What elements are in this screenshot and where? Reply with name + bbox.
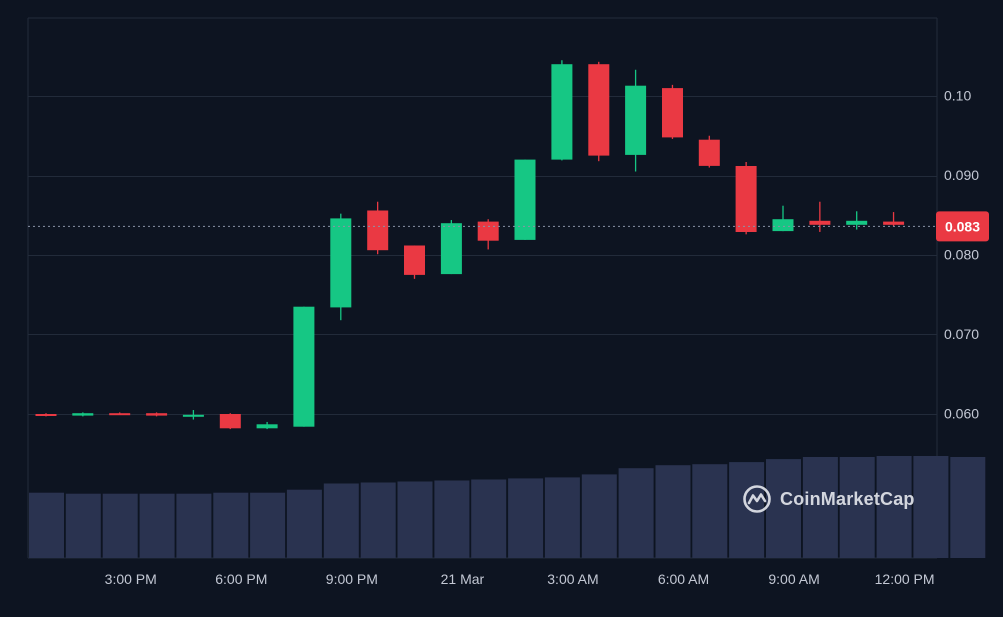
candle-body	[662, 88, 683, 138]
volume-bar	[29, 492, 64, 558]
candle-up	[846, 211, 868, 230]
volume-bar	[471, 479, 507, 558]
volume-bar	[397, 481, 433, 558]
volume-bar	[581, 474, 617, 558]
volume-bar	[434, 480, 470, 558]
y-tick-label: 0.060	[944, 406, 979, 422]
y-axis: 0.060 0.070 0.080 0.090 0.10	[944, 88, 979, 422]
candle-body	[514, 159, 536, 240]
candle-body	[588, 64, 610, 156]
candle-body	[35, 414, 57, 416]
volume-bar	[213, 492, 249, 558]
watermark-text: CoinMarketCap	[780, 488, 915, 509]
x-tick-label: 21 Mar	[441, 571, 485, 587]
candle-up	[551, 60, 573, 161]
volume-bar	[618, 468, 654, 558]
candle-down	[735, 161, 757, 235]
candle-up	[772, 205, 794, 232]
volume-bar	[655, 465, 691, 558]
candle-body	[846, 220, 868, 225]
candle-down	[588, 61, 610, 162]
candle-body	[109, 413, 131, 416]
candle-down	[146, 412, 168, 417]
volume-bar	[913, 456, 949, 558]
candle-body	[883, 221, 905, 225]
x-tick-label: 6:00 PM	[215, 571, 267, 587]
candle-up	[293, 306, 315, 427]
volume-bar	[802, 457, 838, 558]
candle-down	[404, 245, 425, 279]
x-tick-label: 9:00 AM	[768, 571, 819, 587]
candle-body	[404, 245, 425, 275]
candle-body	[72, 413, 94, 416]
candle-body	[625, 85, 647, 155]
volume-layer	[29, 456, 986, 558]
x-axis: 3:00 PM 6:00 PM 9:00 PM 21 Mar 3:00 AM 6:00 A…	[105, 571, 935, 587]
volume-bar	[692, 464, 728, 558]
current-price-label: 0.083	[945, 218, 980, 234]
candle-body	[182, 414, 204, 417]
volume-bar	[766, 459, 801, 558]
candle-down	[809, 201, 831, 232]
coinmarketcap-watermark: CoinMarketCap	[742, 484, 915, 514]
current-price-badge	[936, 211, 989, 242]
candle-body	[256, 424, 278, 429]
candle-up	[72, 412, 94, 417]
candle-layer	[35, 60, 905, 430]
candle-down	[367, 201, 389, 255]
candle-down	[35, 413, 57, 417]
candle-down	[109, 412, 131, 416]
current-price-layer: 0.083	[28, 211, 989, 242]
volume-bar	[544, 477, 580, 558]
candle-body	[735, 166, 757, 232]
y-tick-label: 0.10	[944, 88, 971, 104]
candle-up	[625, 69, 647, 172]
candle-body	[146, 413, 168, 416]
candle-body	[772, 219, 794, 232]
volume-bar	[102, 493, 138, 558]
volume-bar	[508, 478, 544, 558]
candle-up	[330, 213, 352, 321]
volume-bar	[139, 493, 175, 558]
volume-bar	[250, 492, 286, 558]
candle-up	[514, 159, 536, 240]
candle-body	[477, 221, 499, 241]
candle-down	[219, 413, 241, 430]
candle-down	[883, 212, 905, 227]
candle-body	[293, 306, 315, 427]
volume-bar	[950, 457, 986, 558]
candle-body	[809, 220, 831, 225]
volume-bar	[286, 489, 322, 558]
x-tick-label: 12:00 PM	[875, 571, 935, 587]
x-tick-label: 9:00 PM	[326, 571, 378, 587]
candle-body	[551, 64, 573, 160]
candle-down	[698, 135, 720, 168]
candle-body	[440, 223, 462, 275]
candle-body	[698, 139, 720, 166]
candle-down	[662, 84, 683, 139]
candle-up	[182, 410, 204, 420]
coinmarketcap-logo-icon	[743, 485, 771, 513]
y-tick-label: 0.080	[944, 247, 979, 263]
volume-bar	[876, 456, 912, 558]
x-tick-label: 3:00 AM	[547, 571, 598, 587]
candle-down	[477, 219, 499, 250]
volume-bar	[729, 462, 765, 558]
volume-bar	[360, 482, 396, 558]
y-tick-label: 0.070	[944, 326, 979, 342]
x-tick-label: 6:00 AM	[658, 571, 709, 587]
volume-bar	[176, 493, 212, 558]
volume-bar	[839, 457, 875, 558]
candle-body	[219, 414, 241, 429]
candle-up	[440, 220, 462, 275]
candle-body	[367, 210, 389, 251]
volume-bar	[65, 493, 101, 558]
volume-bar	[323, 483, 359, 558]
y-tick-label: 0.090	[944, 167, 979, 183]
x-tick-label: 3:00 PM	[105, 571, 157, 587]
candle-up	[256, 421, 278, 430]
candle-body	[330, 218, 352, 308]
